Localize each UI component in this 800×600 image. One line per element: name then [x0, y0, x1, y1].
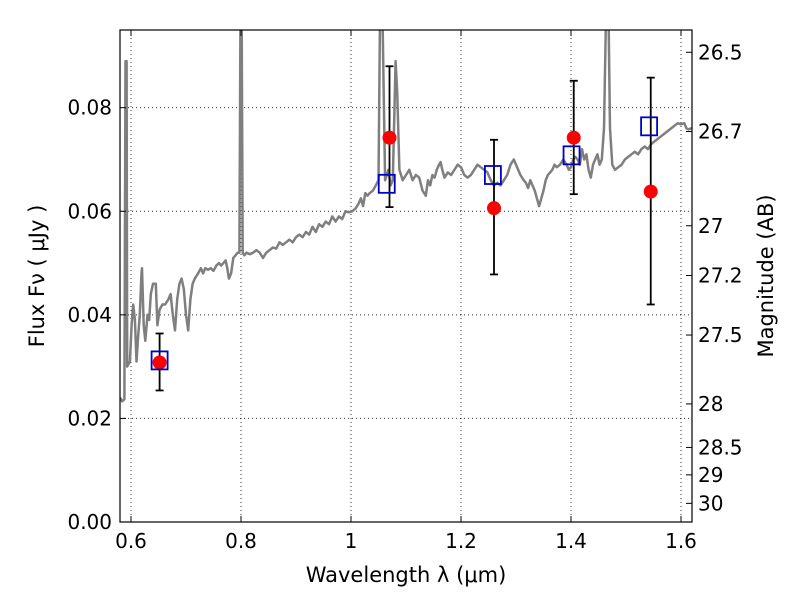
synthetic-point: [640, 116, 658, 137]
plot-frame: [119, 29, 693, 523]
right-tick-label: 28: [698, 392, 723, 416]
observed-point: [382, 130, 397, 145]
right-tick-label: 30: [698, 491, 723, 515]
y-axis-label-left: Flux Fν ( μJy ): [25, 205, 49, 348]
x-tick-label: 0.8: [225, 529, 257, 553]
synthetic-point: [377, 173, 396, 194]
y-axis-ticks: 0.00 0.02 0.04 0.06 0.08: [67, 96, 126, 534]
synthetic-points: [150, 116, 658, 371]
plot-background: [120, 30, 692, 522]
x-tick-label: 1: [345, 529, 358, 553]
x-tick-label: 1.6: [665, 529, 697, 553]
x-tick-label: 0.6: [115, 529, 147, 553]
right-tick-label: 27: [698, 214, 723, 238]
right-tick-label: 29: [698, 463, 723, 487]
y-tick-label: 0.04: [67, 303, 112, 327]
x-axis-ticks: 0.6 0.8 1 1.2 1.4 1.6: [115, 30, 697, 553]
synthetic-point: [150, 350, 169, 371]
y-tick-label: 0.02: [67, 406, 112, 430]
y-tick-label: 0.08: [67, 96, 112, 120]
x-tick-label: 1.2: [445, 529, 477, 553]
y-axis-label-right: Magnitude (AB): [754, 194, 778, 357]
right-tick-label: 28.5: [698, 435, 743, 459]
synthetic-point: [562, 145, 581, 166]
observed-point: [152, 355, 167, 370]
right-tick-label: 26.5: [698, 40, 743, 64]
synthetic-point: [483, 165, 502, 185]
observed-point: [487, 201, 501, 216]
right-tick-label: 26.7: [698, 120, 743, 144]
observed-points: [152, 130, 658, 370]
model-spectrum: [120, 30, 692, 403]
observed-point: [643, 184, 658, 199]
y-tick-label: 0.06: [67, 199, 112, 223]
x-axis-label: Wavelength λ (μm): [306, 563, 507, 587]
observed-point: [566, 130, 581, 145]
x-tick-label: 1.4: [555, 529, 587, 553]
y-tick-label: 0.00: [67, 510, 112, 534]
right-axis-ticks: 26.5 26.7 27 27.2 27.5 28 28.5 29 30: [686, 40, 743, 515]
right-tick-label: 27.2: [698, 263, 743, 287]
model-spectrum-line: [120, 30, 692, 403]
right-tick-label: 27.5: [698, 323, 743, 347]
